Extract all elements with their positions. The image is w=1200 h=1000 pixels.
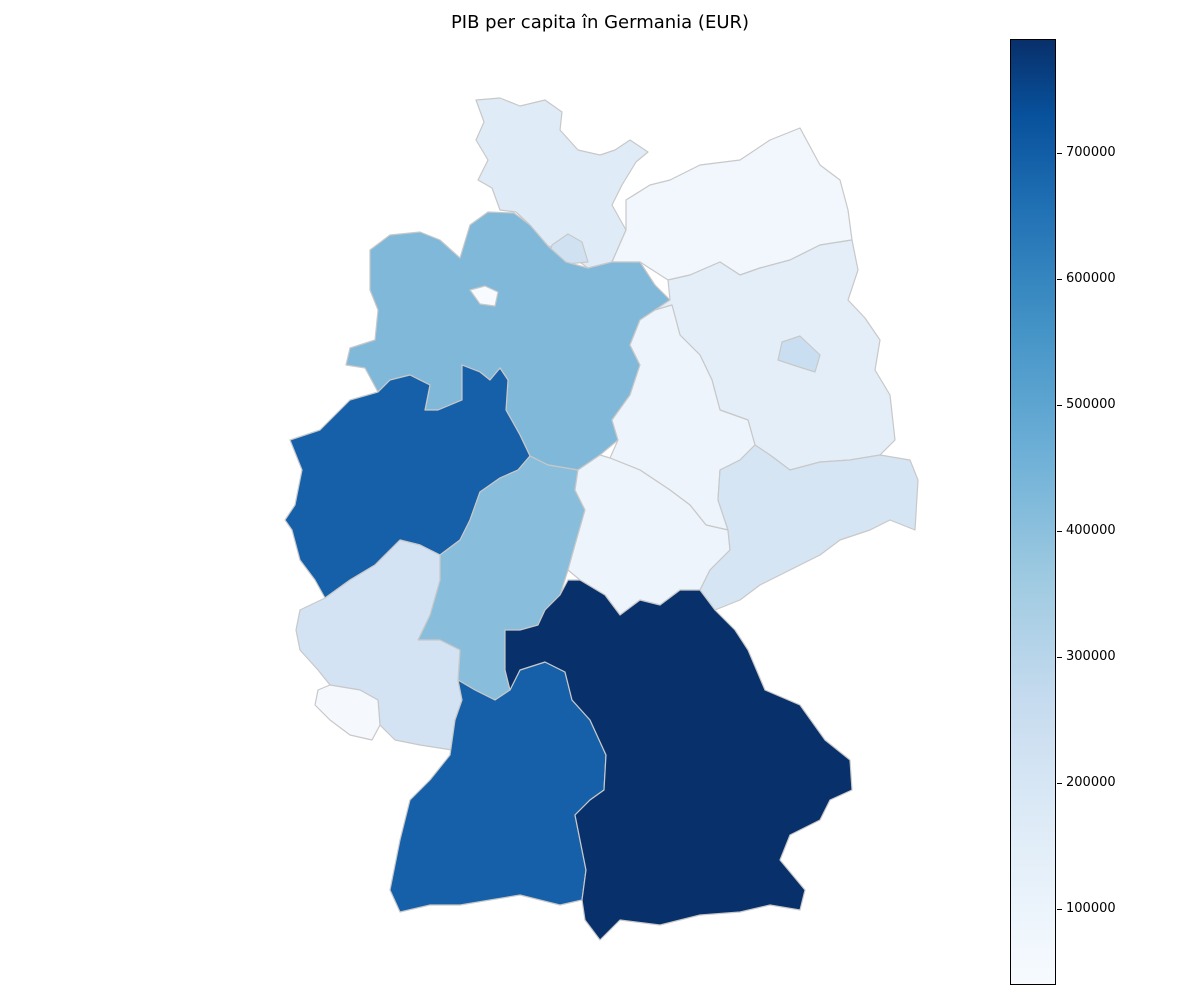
- colorbar-tick-label: 400000: [1066, 524, 1116, 538]
- colorbar-tick-label: 600000: [1066, 272, 1116, 286]
- colorbar-tick: [1057, 909, 1062, 910]
- colorbar-tick: [1057, 783, 1062, 784]
- region-sachsen[interactable]: Sachsen: [700, 445, 918, 610]
- colorbar-tick: [1057, 279, 1062, 280]
- colorbar-tick-label: 300000: [1066, 650, 1116, 664]
- colorbar-tick-label: 500000: [1066, 398, 1116, 412]
- colorbar-tick-label: 100000: [1066, 902, 1116, 916]
- colorbar-tick: [1057, 405, 1062, 406]
- colorbar-tick: [1057, 531, 1062, 532]
- colorbar: [1010, 39, 1056, 985]
- colorbar-tick-label: 700000: [1066, 146, 1116, 160]
- colorbar-tick-label: 200000: [1066, 776, 1116, 790]
- colorbar-tick: [1057, 153, 1062, 154]
- colorbar-tick: [1057, 657, 1062, 658]
